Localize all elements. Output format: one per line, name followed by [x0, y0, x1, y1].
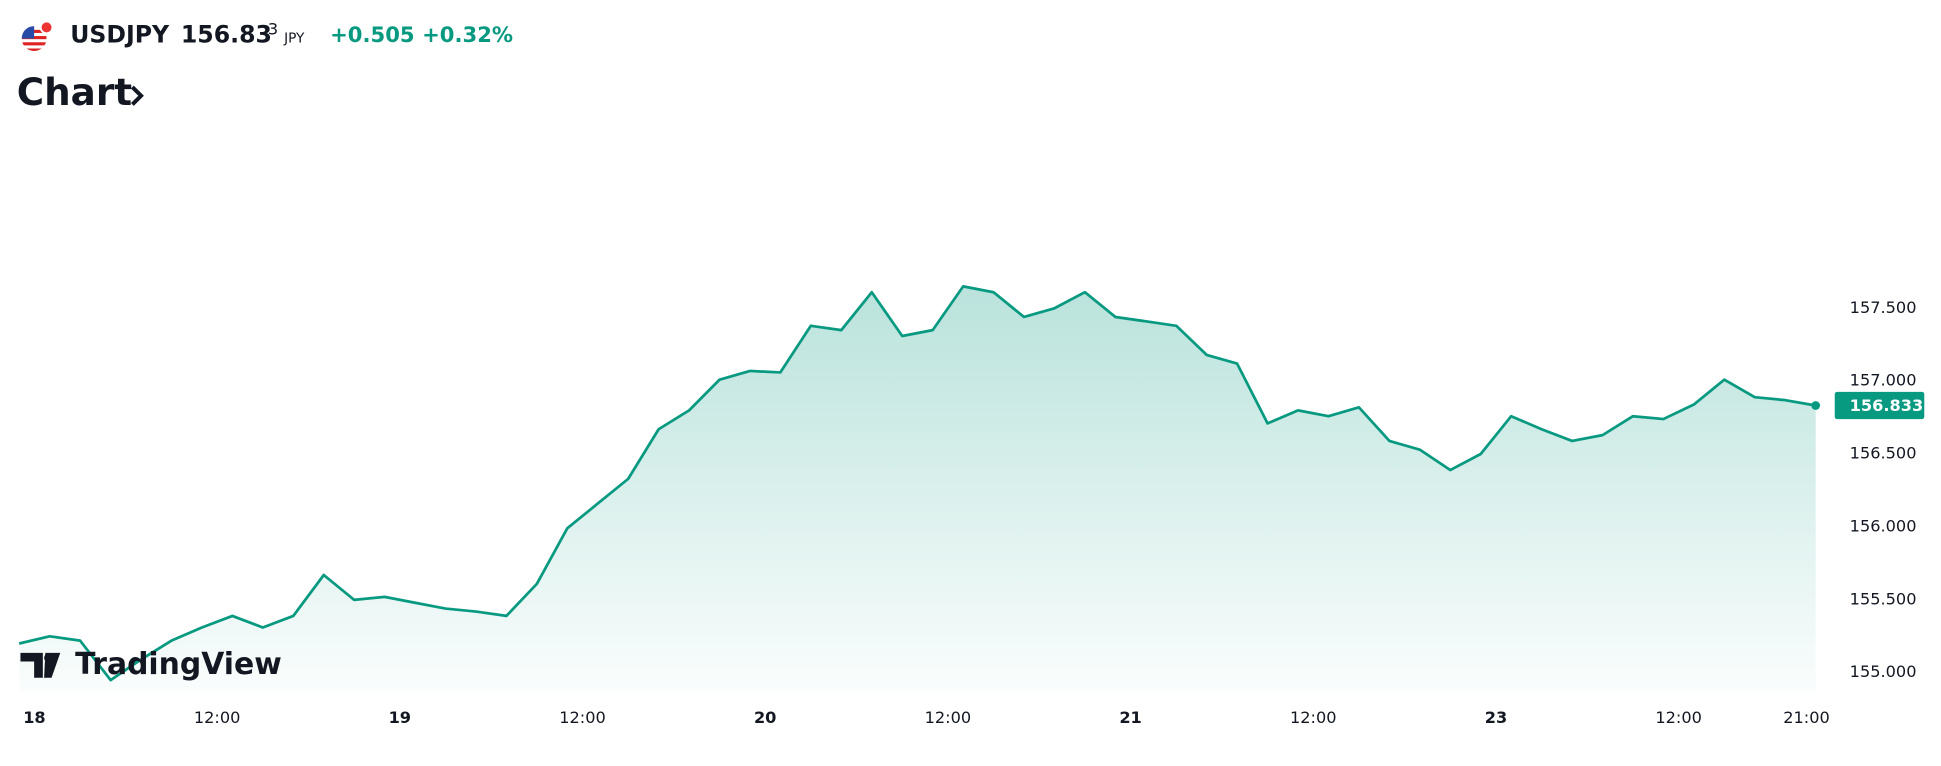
- x-tick-label: 19: [389, 708, 411, 727]
- change: +0.505: [330, 22, 415, 47]
- x-tick-label: 12:00: [1290, 708, 1337, 727]
- y-tick-label: 155.500: [1850, 589, 1917, 608]
- symbol: USDJPY: [70, 21, 170, 49]
- price: 156.83: [181, 21, 272, 49]
- chevron[interactable]: [130, 85, 144, 106]
- x-tick-label: 12:00: [194, 708, 241, 727]
- line: [18, 285, 1816, 682]
- price-digit: 3: [268, 19, 278, 38]
- x-tick-label: 12:00: [1655, 708, 1702, 727]
- section-title[interactable]: Chart: [17, 70, 132, 114]
- y-tick-label: 156.500: [1850, 444, 1917, 463]
- y-tick-label: 157.500: [1850, 298, 1917, 317]
- x-tick-label: 18: [23, 708, 45, 727]
- plot: 155.000 155.500 156.000 156.500 157.000 157.5…: [18, 285, 1925, 727]
- area: [19, 286, 1816, 692]
- price-tag: [1834, 391, 1925, 420]
- x-tick-label: 21:00: [1783, 708, 1830, 727]
- currency: JPY: [283, 31, 305, 47]
- change-pct: +0.32%: [422, 22, 513, 47]
- watermark: TradingView: [20, 647, 282, 682]
- watermark-text: TradingView: [75, 647, 282, 682]
- x-tick-label: 12:00: [925, 708, 972, 727]
- y-tick-label: 156.000: [1850, 516, 1917, 535]
- x-tick-label: 12:00: [559, 708, 606, 727]
- last-point: [1811, 401, 1821, 410]
- y-tick-label: 155.000: [1850, 662, 1917, 681]
- flag-icon: [21, 20, 54, 51]
- price-tag-label: 156.833: [1850, 396, 1924, 415]
- y-tick-label: 157.000: [1850, 371, 1917, 390]
- x-tick-label: 20: [754, 708, 776, 727]
- x-tick-label: 21: [1119, 708, 1141, 727]
- x-tick-label: 23: [1485, 708, 1507, 727]
